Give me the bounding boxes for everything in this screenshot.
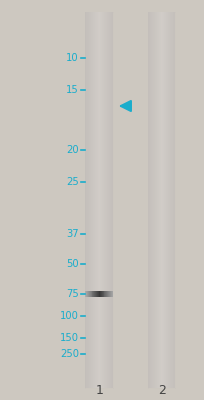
Bar <box>95 291 96 297</box>
Bar <box>173 12 174 388</box>
Bar <box>110 291 111 297</box>
Text: 25: 25 <box>66 177 79 187</box>
Bar <box>108 12 109 388</box>
Bar <box>90 291 91 297</box>
Bar <box>109 12 110 388</box>
Bar <box>90 12 91 388</box>
Bar <box>157 12 158 388</box>
Bar <box>87 12 88 388</box>
Bar <box>171 12 172 388</box>
Text: 2: 2 <box>157 384 165 396</box>
Bar <box>86 12 87 388</box>
Bar <box>97 291 98 297</box>
Bar <box>94 291 95 297</box>
Bar <box>164 12 165 388</box>
Bar <box>154 12 155 388</box>
Bar <box>89 12 90 388</box>
Bar <box>98 291 99 297</box>
Bar <box>103 291 104 297</box>
Bar <box>103 12 104 388</box>
Bar <box>98 12 99 388</box>
Bar <box>85 12 112 388</box>
Bar <box>166 12 167 388</box>
Bar <box>110 12 111 388</box>
Bar <box>147 12 148 388</box>
Bar <box>91 12 92 388</box>
Bar <box>102 12 103 388</box>
Bar <box>97 12 98 388</box>
Bar <box>89 291 90 297</box>
Bar <box>109 291 110 297</box>
Text: 250: 250 <box>60 349 79 359</box>
Text: 50: 50 <box>66 259 79 269</box>
Bar <box>151 12 152 388</box>
Bar <box>93 12 94 388</box>
Bar <box>88 12 89 388</box>
Bar <box>92 291 93 297</box>
Text: 15: 15 <box>66 85 79 95</box>
Bar <box>101 12 102 388</box>
Bar <box>147 12 174 388</box>
Bar <box>163 12 164 388</box>
Bar <box>105 12 106 388</box>
Text: 150: 150 <box>60 333 79 343</box>
Bar <box>85 291 86 297</box>
Bar <box>161 12 162 388</box>
Bar <box>88 291 89 297</box>
Bar <box>100 291 101 297</box>
Bar <box>155 12 156 388</box>
Bar <box>159 12 160 388</box>
Bar <box>160 12 161 388</box>
Bar <box>156 12 157 388</box>
Bar <box>168 12 169 388</box>
Bar <box>107 291 108 297</box>
Bar <box>111 291 112 297</box>
Bar <box>99 291 100 297</box>
Text: 20: 20 <box>66 145 79 155</box>
Text: 100: 100 <box>60 311 79 321</box>
Bar <box>172 12 173 388</box>
Bar <box>101 291 102 297</box>
Bar <box>107 12 108 388</box>
Bar <box>91 291 92 297</box>
Bar <box>150 12 151 388</box>
Bar <box>102 291 103 297</box>
Bar <box>111 12 112 388</box>
Bar <box>87 291 88 297</box>
Bar <box>162 12 163 388</box>
Bar <box>170 12 171 388</box>
Bar <box>158 12 159 388</box>
Bar <box>92 12 93 388</box>
Bar <box>96 12 97 388</box>
Bar <box>106 291 107 297</box>
Text: 37: 37 <box>66 229 79 239</box>
Bar <box>148 12 149 388</box>
Text: 75: 75 <box>66 289 79 299</box>
Bar <box>86 291 87 297</box>
Bar <box>109 12 110 388</box>
Text: 10: 10 <box>66 53 79 63</box>
Bar <box>98 12 99 388</box>
Bar <box>105 291 106 297</box>
Bar <box>167 12 168 388</box>
Bar <box>149 12 150 388</box>
Bar <box>99 12 100 388</box>
Bar <box>94 12 95 388</box>
Bar <box>95 12 96 388</box>
Bar <box>100 12 101 388</box>
Bar <box>108 291 109 297</box>
Text: 1: 1 <box>95 384 103 396</box>
Bar <box>152 12 153 388</box>
Bar <box>96 291 97 297</box>
Bar <box>104 12 105 388</box>
Bar <box>153 12 154 388</box>
Bar <box>93 291 94 297</box>
Bar <box>165 12 166 388</box>
Bar <box>104 291 105 297</box>
Bar <box>169 12 170 388</box>
Bar <box>106 12 107 388</box>
Bar <box>85 12 86 388</box>
